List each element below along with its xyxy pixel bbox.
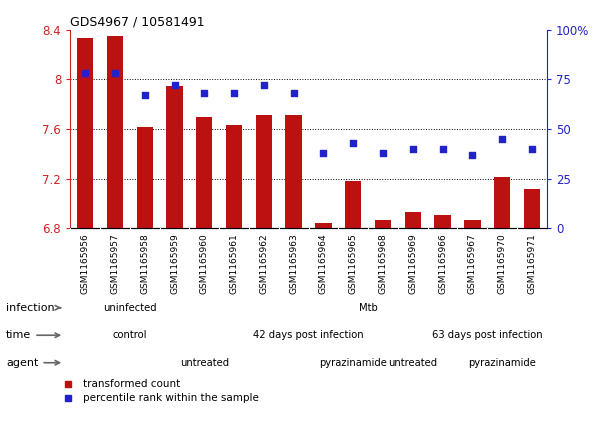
Text: 42 days post infection: 42 days post infection: [253, 330, 364, 340]
Bar: [375, 220, 391, 228]
Point: [527, 146, 537, 152]
Bar: [196, 117, 213, 228]
Point: [80, 70, 90, 77]
Point: [378, 149, 388, 156]
Text: GSM1165966: GSM1165966: [438, 233, 447, 294]
Text: GSM1165964: GSM1165964: [319, 233, 328, 294]
Bar: [494, 178, 510, 228]
Point: [289, 90, 299, 96]
Text: time: time: [6, 330, 59, 340]
Text: infection: infection: [6, 303, 60, 313]
Text: agent: agent: [6, 358, 59, 368]
Text: pyrazinamide: pyrazinamide: [320, 358, 387, 368]
Bar: [434, 215, 451, 228]
Point: [467, 151, 477, 158]
Bar: [524, 189, 540, 228]
Text: GSM1165970: GSM1165970: [498, 233, 507, 294]
Point: [170, 82, 180, 89]
Text: 63 days post infection: 63 days post infection: [432, 330, 543, 340]
Text: GSM1165956: GSM1165956: [81, 233, 90, 294]
Text: control: control: [112, 330, 147, 340]
Text: GDS4967 / 10581491: GDS4967 / 10581491: [70, 16, 205, 28]
Text: pyrazinamide: pyrazinamide: [468, 358, 536, 368]
Point: [110, 70, 120, 77]
Bar: [315, 223, 332, 228]
Bar: [226, 125, 243, 228]
Bar: [285, 115, 302, 228]
Point: [437, 146, 447, 152]
Bar: [77, 38, 93, 228]
Text: GSM1165965: GSM1165965: [349, 233, 357, 294]
Text: untreated: untreated: [180, 358, 229, 368]
Text: GSM1165958: GSM1165958: [141, 233, 149, 294]
Text: transformed count: transformed count: [83, 379, 180, 389]
Text: GSM1165960: GSM1165960: [200, 233, 209, 294]
Bar: [255, 115, 272, 228]
Bar: [136, 126, 153, 228]
Text: GSM1165962: GSM1165962: [260, 233, 268, 294]
Bar: [107, 36, 123, 228]
Bar: [166, 85, 183, 228]
Bar: [464, 220, 481, 228]
Bar: [404, 212, 421, 228]
Text: GSM1165967: GSM1165967: [468, 233, 477, 294]
Text: GSM1165961: GSM1165961: [230, 233, 238, 294]
Point: [408, 146, 418, 152]
Point: [140, 92, 150, 99]
Point: [318, 149, 328, 156]
Point: [497, 135, 507, 142]
Text: GSM1165968: GSM1165968: [379, 233, 387, 294]
Point: [199, 90, 209, 96]
Text: GSM1165963: GSM1165963: [289, 233, 298, 294]
Point: [229, 90, 239, 96]
Text: GSM1165959: GSM1165959: [170, 233, 179, 294]
Text: GSM1165957: GSM1165957: [111, 233, 119, 294]
Text: GSM1165969: GSM1165969: [408, 233, 417, 294]
Text: untreated: untreated: [388, 358, 437, 368]
Point: [259, 82, 269, 89]
Text: GSM1165971: GSM1165971: [527, 233, 536, 294]
Point: [348, 140, 358, 146]
Text: Mtb: Mtb: [359, 303, 378, 313]
Bar: [345, 181, 362, 228]
Text: percentile rank within the sample: percentile rank within the sample: [83, 393, 259, 403]
Text: uninfected: uninfected: [103, 303, 156, 313]
